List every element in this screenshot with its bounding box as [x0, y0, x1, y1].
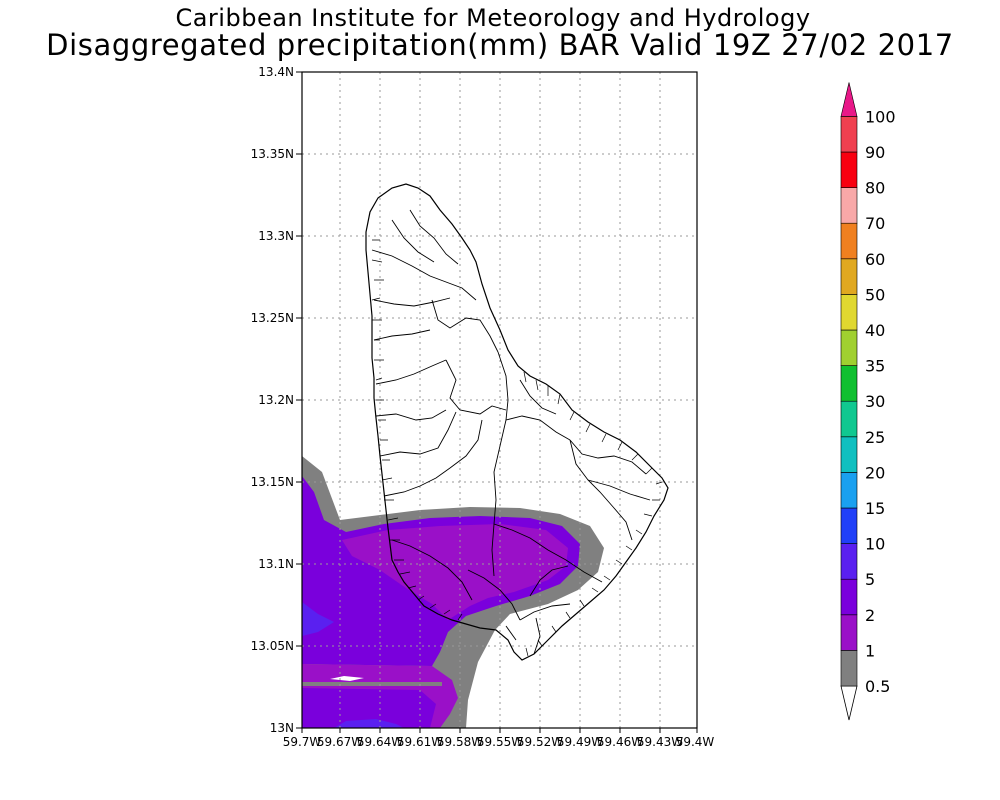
colorbar-label: 60: [865, 250, 885, 269]
x-tick-label: 59.49W: [557, 735, 603, 749]
y-tick-label: 13.2N: [258, 393, 294, 407]
precip-band-magenta: [342, 524, 568, 620]
colorbar-lower-arrow: [840, 685, 858, 721]
colorbar-swatch: [840, 543, 858, 580]
colorbar-swatch: [840, 436, 858, 473]
colorbar-label: 25: [865, 428, 885, 447]
y-tick-label: 13.15N: [251, 475, 294, 489]
y-tick-label: 13.25N: [251, 311, 294, 325]
precipitation-field: [302, 456, 604, 728]
precip-gap: [330, 676, 364, 681]
x-tick-label: 59.4W: [676, 735, 715, 749]
colorbar-swatch: [840, 578, 858, 616]
colorbar-label: 15: [865, 499, 885, 518]
colorbar-label: 90: [865, 143, 885, 162]
colorbar-upper-arrow: [840, 82, 858, 117]
y-axis: 13N 13.05N 13.1N 13.15N 13.2N 13.25N 13.…: [251, 65, 302, 735]
precip-band-lower-dark: [302, 688, 436, 728]
colorbar-swatch: [840, 116, 858, 153]
x-tick-label: 59.52W: [517, 735, 563, 749]
precip-core-blue-1: [302, 602, 334, 636]
colorbar-label: 80: [865, 179, 885, 198]
x-tick-label: 59.43W: [637, 735, 683, 749]
x-tick-label: 59.67W: [317, 735, 363, 749]
colorbar-label: 20: [865, 463, 885, 482]
x-tick-label: 59.58W: [437, 735, 483, 749]
colorbar-swatch: [840, 614, 858, 651]
colorbar-swatch: [840, 258, 858, 295]
colorbar-swatch: [840, 151, 858, 188]
colorbar-label: 50: [865, 285, 885, 304]
colorbar-swatch: [840, 294, 858, 331]
coastal-drainage-lines: [371, 239, 663, 657]
x-tick-label: 59.7W: [283, 735, 322, 749]
y-tick-label: 13.4N: [258, 65, 294, 79]
precip-core-blue-2: [334, 719, 404, 728]
island-coastline: [365, 183, 669, 661]
x-tick-label: 59.61W: [397, 735, 443, 749]
colorbar-swatch: [840, 650, 858, 687]
colorbar-swatch: [840, 472, 858, 509]
colorbar-swatch: [840, 187, 858, 224]
island-outline: [365, 183, 669, 661]
y-tick-label: 13N: [270, 721, 294, 735]
colorbar-label: 1: [865, 641, 875, 660]
colorbar-swatch: [840, 400, 858, 438]
colorbar-label: 0.5: [865, 677, 890, 696]
x-tick-label: 59.55W: [477, 735, 523, 749]
map-gridlines: [302, 72, 697, 728]
colorbar-label: 30: [865, 392, 885, 411]
x-tick-label: 59.46W: [597, 735, 643, 749]
island-interior-boundaries: [371, 209, 651, 655]
colorbar-label: 2: [865, 606, 875, 625]
y-tick-label: 13.3N: [258, 229, 294, 243]
colorbar-label: 35: [865, 357, 885, 376]
colorbar-label: 100: [865, 107, 896, 126]
colorbar-swatch: [840, 507, 858, 544]
colorbar-swatch: [840, 222, 858, 260]
precip-gap-lower-strip: [302, 682, 442, 686]
y-tick-label: 13.35N: [251, 147, 294, 161]
x-tick-label: 59.64W: [357, 735, 403, 749]
colorbar-label: 40: [865, 321, 885, 340]
y-tick-label: 13.1N: [258, 557, 294, 571]
colorbar-swatch: [840, 365, 858, 402]
colorbar-swatch: [840, 329, 858, 366]
colorbar-label: 70: [865, 214, 885, 233]
colorbar-label: 5: [865, 570, 875, 589]
y-tick-label: 13.05N: [251, 639, 294, 653]
x-axis: 59.7W 59.67W 59.64W 59.61W 59.58W 59.55W…: [283, 728, 715, 749]
chart-subtitle: Disaggregated precipitation(mm) BAR Vali…: [46, 28, 954, 62]
colorbar-label: 10: [865, 535, 885, 554]
chart-title: Caribbean Institute for Meteorology and …: [175, 4, 811, 32]
